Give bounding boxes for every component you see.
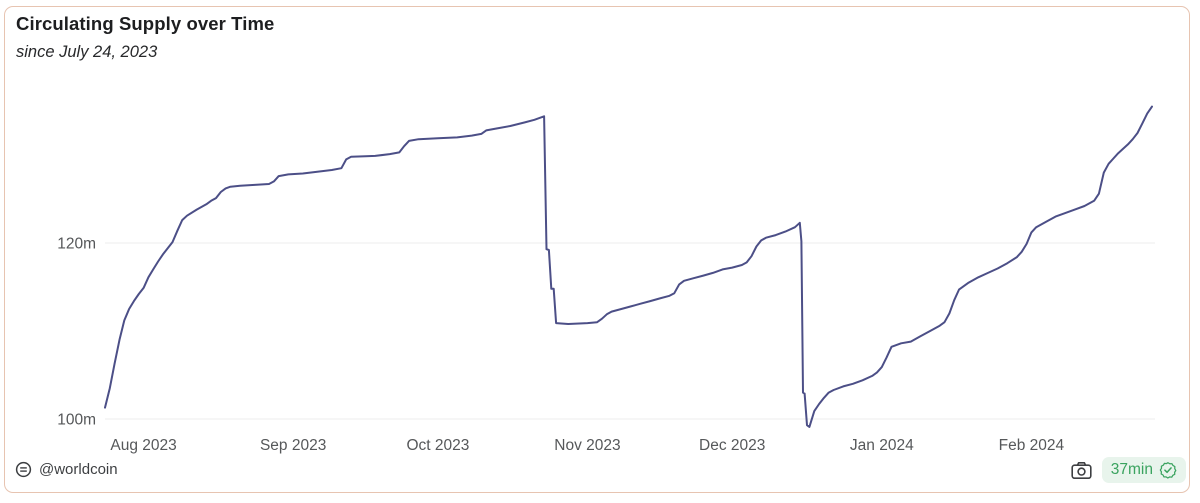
chart-subtitle: since July 24, 2023 [16, 43, 158, 61]
worldcoin-globe-icon [15, 461, 32, 478]
camera-icon [1071, 461, 1092, 479]
x-axis-label: Oct 2023 [406, 437, 469, 454]
x-axis-label: Jan 2024 [850, 437, 914, 454]
account-handle: @worldcoin [39, 461, 118, 478]
x-axis-label: Dec 2023 [699, 437, 765, 454]
chart-title: Circulating Supply over Time [16, 13, 275, 34]
camera-snapshot-button[interactable] [1069, 459, 1094, 482]
x-axis-label: Feb 2024 [999, 437, 1065, 454]
circulating-supply-series [104, 105, 1153, 428]
x-axis-label: Nov 2023 [554, 437, 620, 454]
freshness-label: 37min [1110, 461, 1153, 478]
card-actions: 37min [1069, 457, 1186, 483]
y-axis-label-100m: 100m [57, 411, 96, 428]
attribution: @worldcoin [15, 461, 118, 478]
x-axis-label: Sep 2023 [260, 437, 326, 454]
data-freshness-badge[interactable]: 37min [1101, 457, 1186, 483]
x-axis-label: Aug 2023 [110, 437, 176, 454]
card-border [4, 6, 1190, 493]
verified-seal-check-icon [1159, 462, 1177, 479]
y-axis-label-120m: 120m [57, 235, 96, 252]
